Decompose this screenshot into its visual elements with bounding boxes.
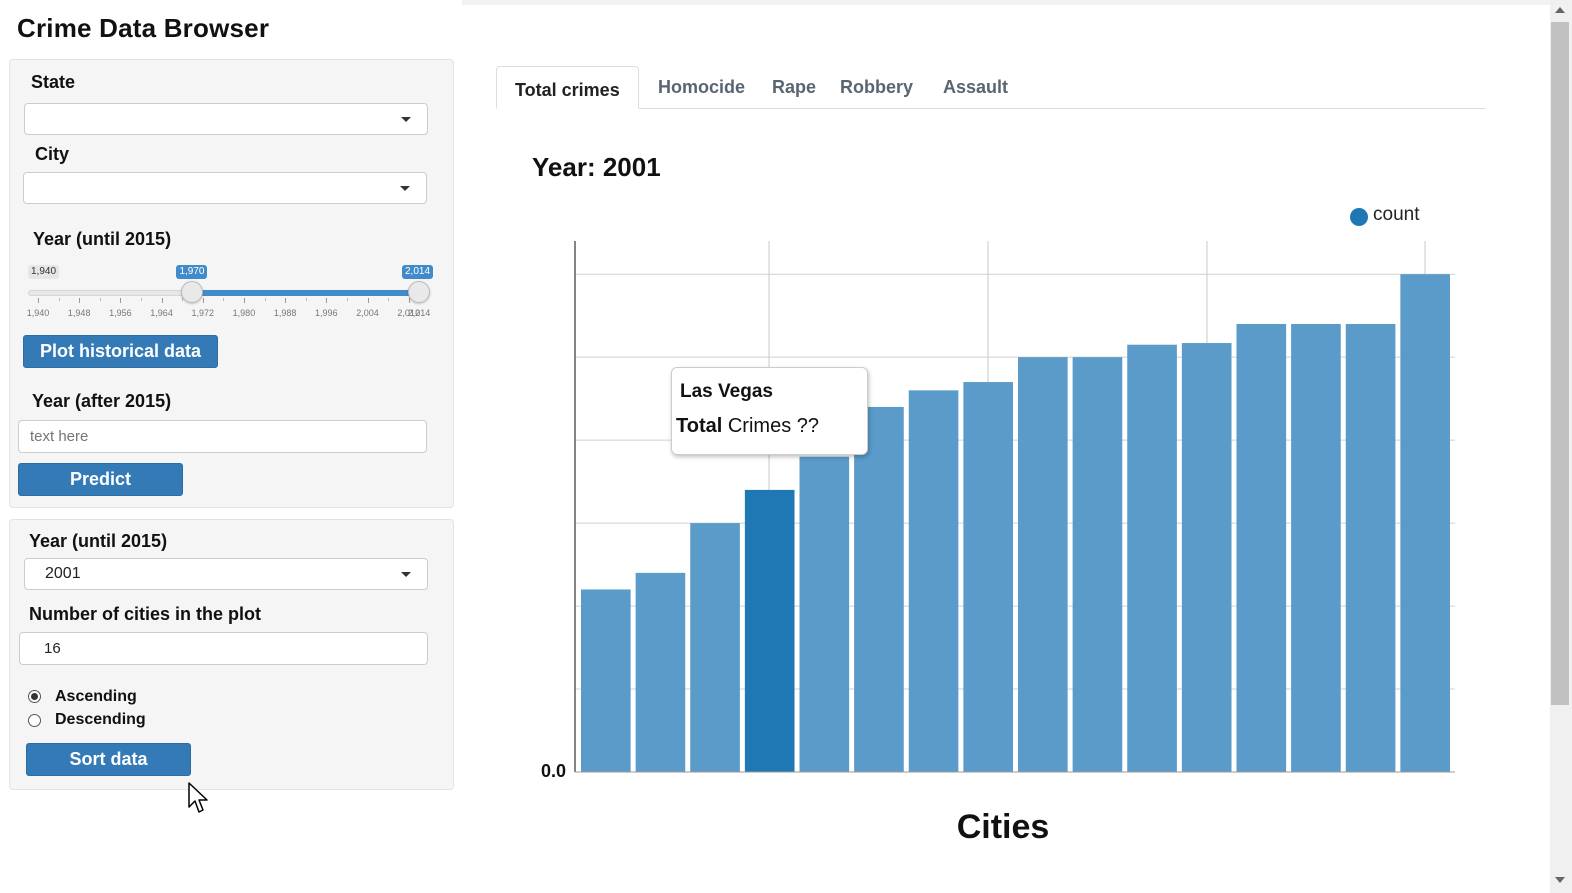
bar[interactable] xyxy=(744,489,795,772)
chart-title: Year: 2001 xyxy=(532,152,661,182)
slider-tick xyxy=(305,298,307,301)
slider-tick xyxy=(346,298,348,301)
scroll-down-icon[interactable] xyxy=(1555,877,1565,883)
slider-selected-range xyxy=(192,290,419,296)
num-cities-input[interactable]: 16 xyxy=(19,632,428,665)
slider-tick-label: 1,996 xyxy=(315,308,338,318)
chevron-down-icon xyxy=(400,186,410,191)
slider-tick xyxy=(388,298,390,301)
ascending-radio[interactable] xyxy=(28,690,41,703)
scroll-up-icon[interactable] xyxy=(1555,7,1565,13)
bar[interactable] xyxy=(963,382,1013,772)
slider-tick-label: 2,014 xyxy=(407,308,431,318)
slider-tick-label: 1,980 xyxy=(232,308,256,318)
range-slider-label: Year (until 2015) xyxy=(33,229,172,249)
chevron-down-icon xyxy=(401,117,411,122)
slider-tick xyxy=(58,298,60,301)
legend-marker xyxy=(1350,208,1368,226)
bar[interactable] xyxy=(1236,323,1287,772)
slider-tick xyxy=(264,298,266,301)
bar[interactable] xyxy=(854,406,904,772)
slider-tick-label: 2,012 xyxy=(397,308,420,318)
tab-total-crimes[interactable]: Total crimes xyxy=(496,66,639,109)
year-until-value: 2001 xyxy=(45,565,81,582)
slider-tick xyxy=(79,298,81,303)
slider-tick xyxy=(223,298,225,301)
bar-tooltip: Las Vegas Total Crimes ?? xyxy=(671,367,868,455)
slider-tick-label: 1,956 xyxy=(109,308,132,318)
slider-tick xyxy=(326,298,328,303)
slider-tick-label: 1,940 xyxy=(26,308,50,318)
bar[interactable] xyxy=(635,572,686,772)
year-after-label: Year (after 2015) xyxy=(32,391,172,411)
tab-homocide[interactable]: Homocide xyxy=(658,77,746,97)
y-tick-label: 0.0 xyxy=(541,761,567,781)
slider-tick xyxy=(182,298,184,301)
slider-tick xyxy=(408,298,410,303)
bar[interactable] xyxy=(799,456,850,772)
bar[interactable] xyxy=(1400,274,1450,772)
bar[interactable] xyxy=(690,523,740,772)
scrollbar-thumb[interactable] xyxy=(1551,22,1569,705)
tab-robbery[interactable]: Robbery xyxy=(840,77,914,97)
slider-tick xyxy=(202,298,204,303)
slider-tick xyxy=(38,298,39,303)
slider-high-handle[interactable] xyxy=(408,281,430,303)
descending-radio[interactable] xyxy=(28,714,41,727)
tooltip-value: Total Crimes ?? xyxy=(676,415,819,438)
year-until-label: Year (until 2015) xyxy=(29,531,168,551)
slider-low-label: 1,970 xyxy=(176,265,208,279)
ascending-label: Ascending xyxy=(55,688,137,705)
tooltip-label-rest: Crimes ?? xyxy=(727,415,819,437)
bar[interactable] xyxy=(1291,323,1341,772)
bar[interactable] xyxy=(908,390,959,772)
slider-tick-label: 1,972 xyxy=(191,308,215,318)
slider-tick xyxy=(99,298,101,301)
mouse-cursor-icon xyxy=(188,782,208,813)
slider-tick xyxy=(243,298,245,303)
slider-tick-label: 1,948 xyxy=(67,308,91,318)
bar[interactable] xyxy=(1018,357,1068,772)
chevron-down-icon xyxy=(401,572,411,577)
slider-min-label: 1,940 xyxy=(28,265,60,279)
slider-tick xyxy=(120,298,122,303)
year-range-slider[interactable]: 1,940 1,970 2,014 1,940 1,948 1,956 1,964 1,… xyxy=(24,262,436,322)
bar[interactable] xyxy=(1127,344,1177,772)
num-cities-label: Number of cities in the plot xyxy=(29,604,262,624)
predict-button[interactable]: Predict xyxy=(18,463,183,496)
legend-label: count xyxy=(1373,204,1420,225)
tooltip-label-bold: Total xyxy=(676,415,723,437)
slider-low-handle[interactable] xyxy=(181,281,204,303)
tab-rape[interactable]: Rape xyxy=(772,77,817,97)
chart-tabs: Total crimes Homocide Rape Robbery Assau… xyxy=(496,66,1486,109)
year-until-select[interactable]: 2001 xyxy=(24,558,428,590)
slider-tick xyxy=(367,298,369,303)
bar[interactable] xyxy=(581,589,631,772)
bar[interactable] xyxy=(1072,357,1123,772)
slider-tick xyxy=(140,298,142,301)
app-title: Crime Data Browser xyxy=(17,13,270,43)
tooltip-city: Las Vegas xyxy=(680,381,773,402)
state-label: State xyxy=(31,72,76,92)
slider-tick-label: 1,964 xyxy=(150,308,173,318)
slider-tick xyxy=(161,298,163,303)
city-select[interactable] xyxy=(23,172,427,204)
tab-assault[interactable]: Assault xyxy=(943,77,1009,97)
descending-label: Descending xyxy=(55,711,146,728)
state-select[interactable] xyxy=(24,103,428,135)
city-label: City xyxy=(35,144,70,164)
sort-data-button[interactable]: Sort data xyxy=(26,743,191,776)
slider-high-label: 2,014 xyxy=(402,265,434,279)
plot-historical-button[interactable]: Plot historical data xyxy=(23,335,218,368)
year-after-input[interactable] xyxy=(18,420,427,453)
slider-tick-label: 1,988 xyxy=(273,308,297,318)
slider-tick xyxy=(285,298,287,303)
bar[interactable] xyxy=(1345,323,1396,772)
slider-tick-label: 2,004 xyxy=(356,308,379,318)
top-bar xyxy=(462,0,1550,5)
x-axis-title: Cities xyxy=(956,808,1050,846)
bar[interactable] xyxy=(1181,343,1232,772)
